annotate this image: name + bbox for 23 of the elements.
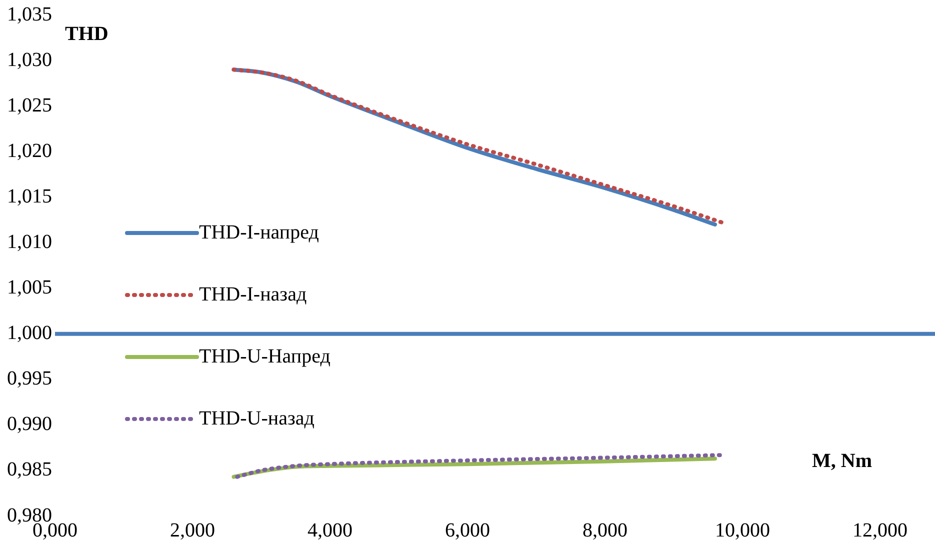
legend-label: THD-U-назад: [199, 407, 314, 430]
legend-label: THD-I-назад: [199, 283, 307, 306]
y-tick-label: 1,025: [7, 94, 52, 116]
x-tick-label: 2,000: [170, 519, 215, 542]
x-tick-label: 6,000: [445, 519, 490, 542]
y-tick-label: 0,985: [7, 458, 52, 481]
x-tick-label: 12,000: [852, 519, 908, 542]
y-axis-title: THD: [65, 23, 108, 46]
y-tick-label: 1,015: [7, 185, 52, 208]
x-tick-label: 8,000: [582, 519, 628, 542]
y-tick-label: 1,035: [7, 3, 52, 26]
x-axis-title: M, Nm: [812, 450, 872, 472]
x-tick-label: 10,000: [715, 519, 770, 542]
y-tick-label: 1,020: [7, 140, 52, 162]
y-tick-label: 0,990: [7, 413, 52, 436]
y-tick-label: 1,010: [7, 230, 52, 253]
y-tick-label: 1,030: [7, 48, 52, 71]
x-tick-label: 4,000: [308, 519, 352, 542]
y-tick-label: 0,995: [7, 368, 52, 390]
y-tick-label: 1,000: [7, 322, 52, 344]
legend-label: THD-U-Напред: [199, 345, 330, 368]
legend-label: THD-I-напред: [199, 221, 319, 244]
y-tick-label: 1,005: [7, 276, 52, 299]
